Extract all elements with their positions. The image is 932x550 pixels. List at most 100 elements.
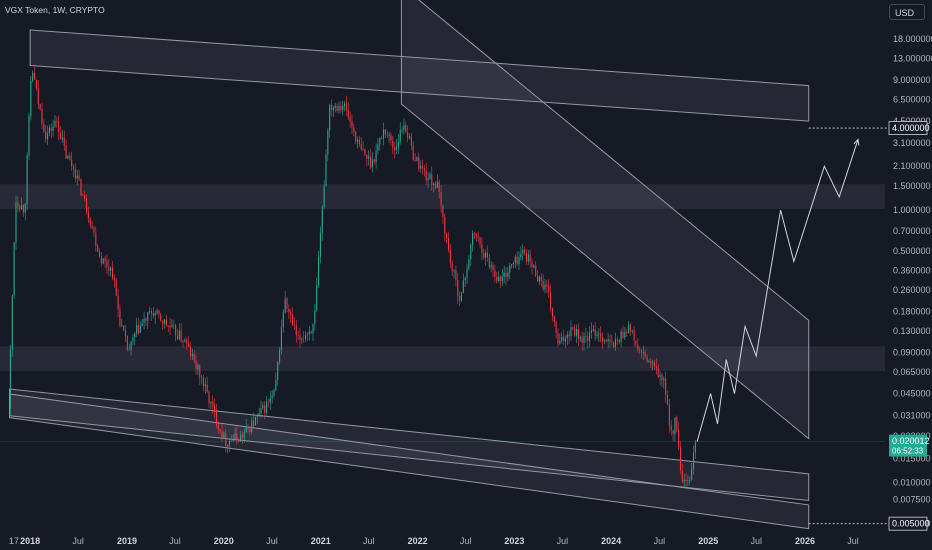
projection-layer — [0, 127, 890, 525]
candle-body — [126, 336, 128, 350]
candle-body — [550, 292, 552, 309]
candle-body — [80, 178, 82, 196]
candle-body — [605, 340, 607, 342]
candle-body — [522, 249, 524, 254]
candle-body — [594, 329, 596, 336]
candle-body — [132, 337, 134, 342]
candle-body — [48, 127, 50, 134]
candle-body — [223, 433, 225, 439]
candle-body — [241, 434, 243, 438]
candle-body — [84, 195, 86, 199]
candle-body — [548, 286, 550, 293]
price-tick-label: 0.260000 — [893, 285, 931, 295]
candle-body — [356, 139, 359, 142]
candle-body — [221, 431, 223, 439]
candle-body — [160, 314, 162, 321]
candle-body — [666, 394, 669, 405]
candle-body — [182, 341, 184, 342]
candle-body — [652, 362, 654, 364]
candle-body — [379, 137, 381, 145]
projection-path[interactable] — [696, 139, 859, 442]
candle-body — [219, 428, 221, 432]
candle-body — [201, 376, 203, 378]
candle-body — [472, 233, 474, 246]
candle-body — [626, 331, 628, 334]
candle-body — [364, 149, 366, 155]
candle-body — [360, 144, 362, 149]
candle-body — [568, 334, 570, 337]
candle-body — [661, 374, 663, 381]
currency-button[interactable]: USD — [889, 4, 925, 20]
candle-body — [353, 127, 355, 133]
candle-body — [204, 384, 206, 386]
candle-body — [65, 145, 67, 159]
candle-body — [303, 338, 305, 340]
candle-body — [499, 276, 502, 282]
price-tick-label: 0.500000 — [893, 246, 931, 256]
price-tick-label: 13.000000 — [893, 53, 932, 63]
channel-2[interactable] — [8, 388, 810, 502]
candle-body — [19, 206, 21, 210]
price-tick-label: 2.100000 — [893, 161, 931, 171]
candle-body — [186, 339, 188, 344]
channels-layer — [8, 0, 810, 530]
candle-body — [113, 277, 115, 280]
horizontal-zone-1[interactable] — [0, 346, 885, 371]
candle-body — [607, 339, 609, 342]
candle-body — [98, 251, 101, 257]
candle-body — [492, 265, 494, 271]
candle-body — [620, 331, 622, 343]
channel-3[interactable] — [8, 393, 810, 530]
candle-body — [87, 212, 89, 219]
time-tick-label: Jul — [169, 536, 181, 546]
candle-body — [403, 125, 405, 131]
candle-body — [390, 134, 392, 141]
horizontal-zone-0[interactable] — [0, 184, 885, 209]
candle-body — [485, 252, 487, 258]
candle-body — [640, 350, 643, 353]
candle-body — [188, 343, 190, 347]
candle-body — [290, 311, 292, 316]
candle-body — [473, 233, 476, 234]
candle-body — [672, 430, 674, 435]
candle-body — [544, 284, 546, 290]
candle-body — [152, 313, 154, 316]
candle-body — [592, 329, 594, 331]
candle-body — [373, 159, 375, 162]
candle-body — [284, 298, 286, 313]
candle-body — [598, 333, 600, 335]
candle-body — [563, 336, 565, 342]
candle-body — [616, 339, 618, 341]
candle-body — [34, 72, 36, 80]
candle-body — [574, 328, 576, 336]
candle-body — [254, 417, 256, 426]
candle-body — [50, 127, 52, 131]
channel-0[interactable] — [29, 29, 810, 122]
candle-body — [449, 249, 451, 264]
candle-body — [514, 256, 516, 263]
candle-body — [423, 168, 425, 171]
level-price-tag-1 — [888, 516, 928, 531]
candle-body — [358, 139, 360, 145]
candle-body — [17, 202, 19, 207]
candle-body — [466, 268, 468, 278]
time-tick-label: Jul — [72, 536, 84, 546]
candle-body — [566, 334, 568, 339]
candle-body — [199, 364, 201, 377]
candle-body — [347, 109, 349, 118]
candle-body — [434, 183, 437, 188]
candle-body — [206, 384, 208, 392]
price-tick-label: 0.045000 — [893, 389, 931, 399]
candle-body — [516, 256, 518, 265]
candle-body — [596, 334, 598, 336]
candle-body — [225, 433, 227, 447]
candle-body — [147, 312, 149, 321]
candle-body — [462, 280, 464, 293]
candle-body — [670, 425, 672, 431]
channel-1[interactable] — [400, 0, 810, 440]
time-tick-label: 17 — [9, 536, 19, 546]
candle-body — [631, 330, 633, 332]
candle-body — [678, 429, 680, 448]
price-tick-label: 0.090000 — [893, 348, 931, 358]
